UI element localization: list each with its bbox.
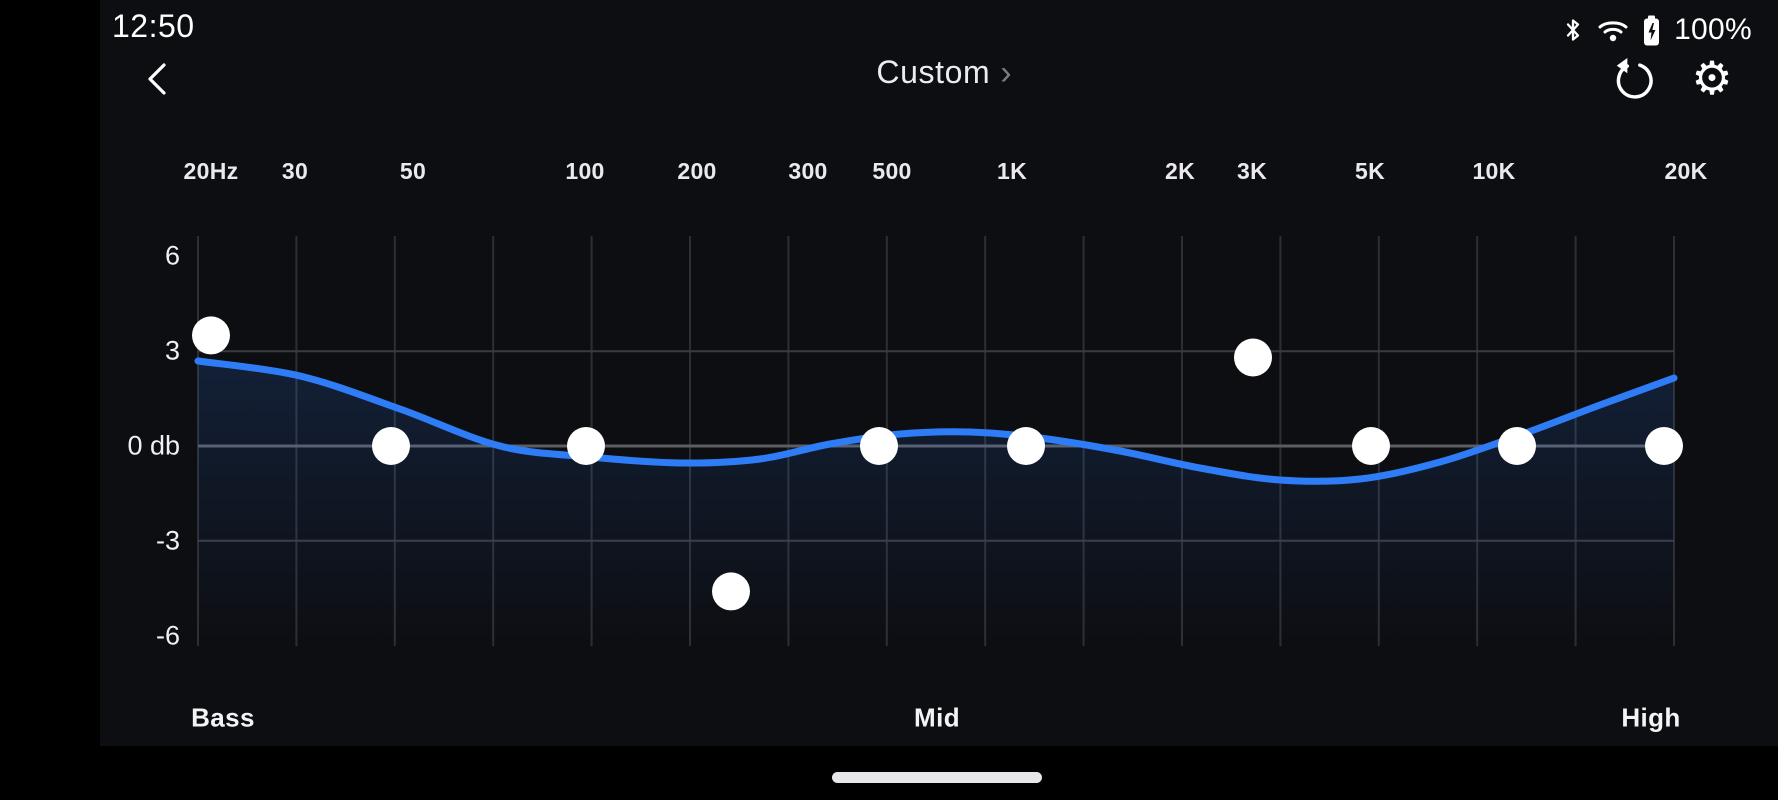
wifi-icon: [1598, 21, 1628, 42]
eq-band-handle-3K[interactable]: [1234, 338, 1272, 377]
chevron-left-icon: [148, 63, 166, 95]
freq-tick-3K: 3K: [1236, 158, 1268, 184]
freq-tick-300: 300: [788, 158, 828, 184]
battery-charging-icon: [1644, 15, 1660, 45]
freq-tick-100: 100: [565, 158, 605, 184]
freq-tick-500: 500: [872, 158, 912, 184]
eq-chart: [192, 236, 1683, 646]
eq-band-handle-500[interactable]: [860, 427, 898, 465]
region-label-bass: Bass: [191, 702, 255, 733]
eq-band-handle-10K[interactable]: [1498, 427, 1536, 465]
gear-icon: ⚙: [1691, 52, 1733, 104]
back-button[interactable]: [136, 56, 182, 102]
chevron-right-icon: ›: [1000, 53, 1012, 92]
eq-band-handle-5K[interactable]: [1352, 427, 1390, 465]
eq-band-handle-200[interactable]: [712, 572, 750, 611]
freq-tick-10K: 10K: [1472, 158, 1516, 184]
settings-button[interactable]: ⚙: [1684, 48, 1740, 108]
region-label-high: High: [1621, 702, 1681, 733]
gain-tick--3: -3: [155, 525, 180, 556]
gain-tick-6: 6: [164, 240, 180, 271]
eq-band-handle-50[interactable]: [372, 427, 410, 465]
home-indicator[interactable]: [832, 772, 1042, 783]
eq-band-handle-100[interactable]: [567, 427, 605, 465]
bluetooth-icon: [1566, 19, 1580, 41]
status-time: 12:50: [112, 8, 195, 44]
eq-band-handle-20K[interactable]: [1645, 427, 1683, 465]
preset-selector[interactable]: Custom ›: [876, 54, 1011, 91]
reset-icon: [1616, 57, 1653, 99]
freq-tick-1K: 1K: [996, 158, 1028, 184]
eq-curve-fill: [198, 361, 1674, 646]
freq-tick-30: 30: [281, 158, 309, 184]
freq-tick-5K: 5K: [1354, 158, 1386, 184]
region-label-mid: Mid: [914, 702, 960, 733]
page-title: Custom: [876, 54, 991, 90]
freq-tick-20Hz: 20Hz: [183, 158, 239, 184]
freq-tick-50: 50: [399, 158, 427, 184]
reset-button[interactable]: [1609, 54, 1661, 106]
status-icons: 100%: [1563, 12, 1752, 48]
eq-response-curve: [194, 357, 1678, 485]
gain-tick-0 db: 0 db: [127, 430, 180, 461]
battery-percent: 100%: [1674, 13, 1752, 46]
freq-tick-200: 200: [677, 158, 717, 184]
eq-band-handle-1K[interactable]: [1007, 427, 1045, 465]
eq-band-handle-20Hz[interactable]: [192, 316, 230, 355]
gain-tick-3: 3: [164, 335, 180, 366]
freq-tick-20K: 20K: [1664, 158, 1708, 184]
freq-tick-2K: 2K: [1164, 158, 1196, 184]
gain-tick--6: -6: [155, 620, 180, 651]
